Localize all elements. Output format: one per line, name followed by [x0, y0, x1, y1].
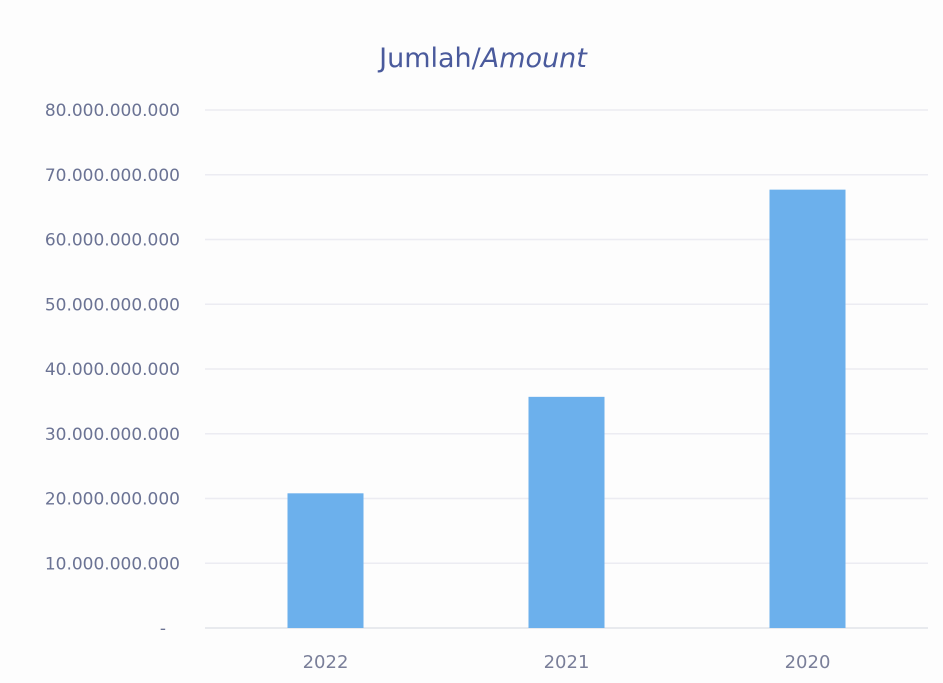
y-tick-label: 70.000.000.000	[45, 166, 180, 186]
y-axis-tick-labels: - 10.000.000.000 20.000.000.000 30.000.000.…	[45, 101, 180, 639]
y-tick-label: 80.000.000.000	[45, 101, 180, 121]
y-tick-label: 60.000.000.000	[45, 231, 180, 251]
x-category-label: 2021	[544, 652, 590, 673]
y-tick-label: -	[160, 619, 166, 639]
chart-title: Jumlah/Amount	[377, 43, 588, 74]
y-tick-label: 20.000.000.000	[45, 490, 180, 510]
y-tick-label: 10.000.000.000	[45, 554, 180, 574]
bar-2021	[528, 396, 605, 628]
chart-title-italic: Amount	[479, 43, 589, 74]
y-tick-label: 30.000.000.000	[45, 425, 180, 445]
bar-2022	[287, 493, 364, 628]
bars	[287, 189, 846, 628]
x-category-label: 2022	[303, 652, 349, 673]
y-tick-label: 50.000.000.000	[45, 295, 180, 315]
y-tick-label: 40.000.000.000	[45, 360, 180, 380]
bar-2020	[769, 189, 846, 628]
chart-title-regular: Jumlah/	[377, 43, 482, 74]
x-category-label: 2020	[785, 652, 831, 673]
x-axis-category-labels: 2022 2021 2020	[303, 652, 831, 673]
